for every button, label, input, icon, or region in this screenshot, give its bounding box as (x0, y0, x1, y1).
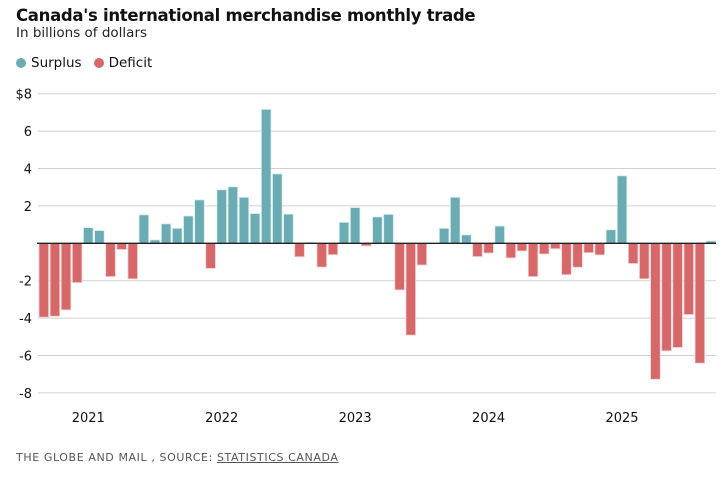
chart-subtitle: In billions of dollars (16, 25, 148, 41)
surplus-bar (194, 199, 205, 244)
surplus-bar (372, 216, 383, 244)
y-tick-label: -2 (19, 275, 32, 290)
deficit-bar (60, 242, 72, 311)
x-axis-ticks: 2021 2022 2023 2024 2025 (72, 411, 639, 426)
surplus-bar (94, 230, 105, 244)
deficit-bar (472, 242, 483, 257)
surplus-bar (249, 213, 261, 244)
deficit-bar (49, 242, 61, 317)
surplus-bar (383, 213, 394, 244)
surplus-swatch-icon (16, 58, 26, 68)
deficit-bar (71, 242, 83, 283)
deficit-bar (38, 242, 50, 318)
surplus-bar (216, 189, 227, 244)
y-tick-label: -8 (19, 387, 32, 402)
credit-text: THE GLOBE AND MAIL , SOURCE: (16, 451, 217, 464)
deficit-bar (327, 242, 339, 256)
surplus-bar (338, 221, 350, 244)
surplus-bar (183, 215, 194, 244)
deficit-bar (594, 242, 606, 256)
surplus-bar (450, 196, 461, 244)
surplus-bar (438, 227, 450, 244)
surplus-bar (272, 173, 283, 244)
surplus-bar (616, 175, 628, 244)
y-tick-label: $8 (15, 88, 32, 103)
deficit-bar (516, 242, 528, 252)
deficit-bar (572, 242, 583, 268)
y-tick-label: 6 (24, 125, 32, 140)
footer-credit: THE GLOBE AND MAIL , SOURCE: STATISTICS … (16, 451, 339, 464)
surplus-bar (138, 214, 150, 244)
legend-item-deficit: Deficit (93, 55, 153, 71)
bar-chart: $8 6 4 2 -2 -4 -6 -8 2021 2022 2023 2024 2025 (15, 88, 717, 426)
deficit-bar (627, 242, 639, 264)
deficit-bar (639, 242, 650, 280)
surplus-bar (349, 207, 361, 244)
deficit-bar (205, 242, 216, 269)
legend-label-deficit: Deficit (108, 55, 153, 71)
surplus-bar (494, 225, 505, 244)
deficit-swatch-icon (93, 58, 104, 68)
deficit-bar (416, 242, 428, 266)
deficit-bar (539, 242, 550, 255)
deficit-bar (527, 242, 539, 277)
deficit-bar (316, 242, 328, 268)
deficit-bar (683, 242, 694, 315)
deficit-bar (583, 242, 594, 254)
deficit-bar (550, 242, 561, 250)
deficit-bar (105, 242, 116, 277)
deficit-bar (294, 242, 305, 258)
y-axis-ticks: $8 6 4 2 -2 -4 -6 -8 (15, 88, 32, 402)
deficit-bar (483, 242, 494, 254)
surplus-bar (461, 234, 472, 244)
deficit-bar (505, 242, 517, 259)
bars (38, 109, 717, 380)
surplus-bar (605, 229, 617, 244)
deficit-bar (650, 242, 661, 380)
deficit-bar (394, 242, 405, 291)
surplus-bar (260, 109, 272, 244)
deficit-bar (661, 242, 672, 352)
legend-label-surplus: Surplus (31, 55, 82, 71)
y-tick-label: 4 (24, 163, 32, 178)
y-tick-label: -4 (19, 312, 32, 327)
deficit-bar (127, 242, 138, 280)
y-tick-label: 2 (24, 200, 32, 215)
surplus-bar (160, 223, 172, 244)
deficit-bar (405, 242, 416, 336)
x-tick-label: 2021 (72, 411, 105, 426)
x-tick-label: 2023 (339, 411, 372, 426)
surplus-bar (172, 227, 183, 244)
legend: Surplus Deficit (16, 55, 158, 71)
surplus-bar (83, 227, 94, 244)
y-tick-label: -6 (19, 350, 32, 365)
source-link[interactable]: STATISTICS CANADA (216, 451, 339, 464)
deficit-bar (694, 242, 706, 364)
surplus-bar (238, 196, 250, 244)
x-tick-label: 2025 (605, 411, 638, 426)
x-tick-label: 2024 (472, 411, 505, 426)
deficit-bar (672, 242, 683, 348)
surplus-bar (227, 186, 239, 244)
deficit-bar (116, 242, 127, 250)
legend-item-surplus: Surplus (16, 55, 82, 71)
chart-title: Canada's international merchandise month… (16, 6, 476, 25)
gridlines (38, 93, 716, 394)
surplus-bar (283, 213, 294, 244)
x-tick-label: 2022 (205, 411, 238, 426)
deficit-bar (561, 242, 572, 276)
